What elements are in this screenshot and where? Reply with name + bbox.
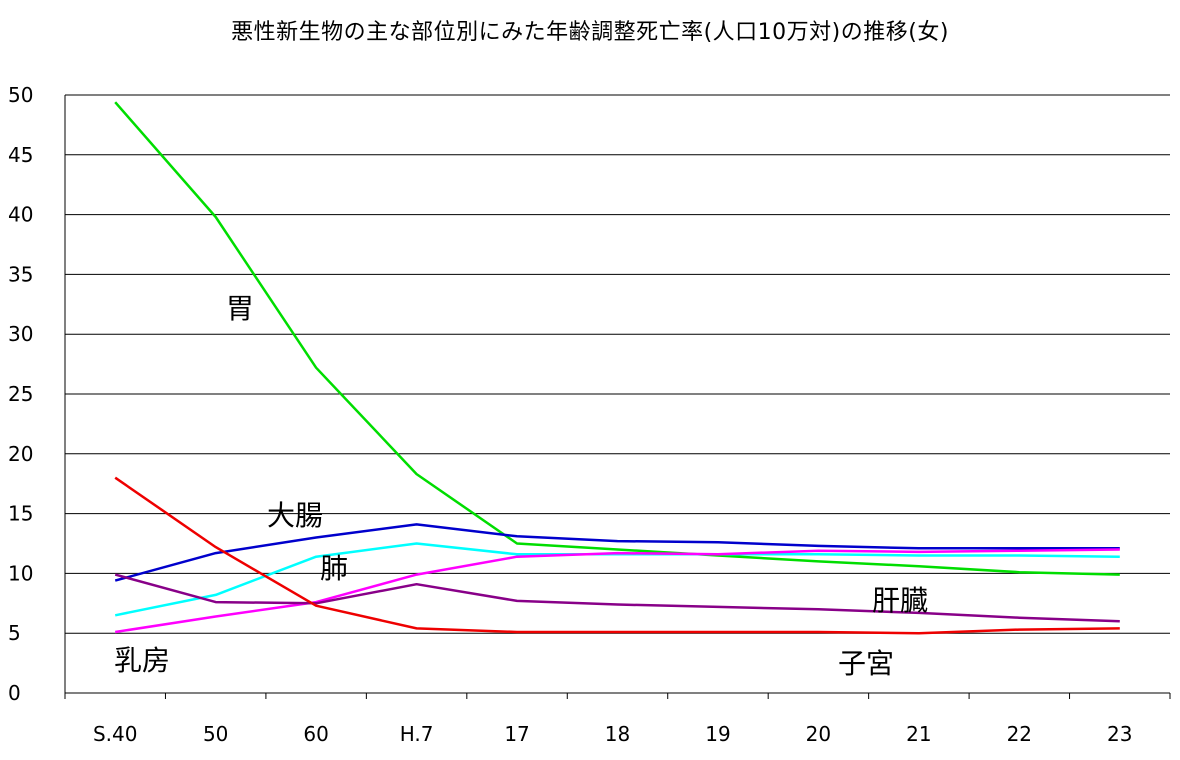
y-tick-label: 25: [8, 382, 33, 406]
x-tick-label: 18: [605, 722, 630, 746]
chart-title: 悪性新生物の主な部位別にみた年齢調整死亡率(人口10万対)の推移(女): [231, 20, 949, 45]
x-tick-label: 20: [806, 722, 831, 746]
x-tick-label: 17: [504, 722, 529, 746]
x-tick-label: 23: [1107, 722, 1132, 746]
x-tick-label: 60: [303, 722, 328, 746]
x-tick-label: 21: [906, 722, 931, 746]
y-tick-label: 30: [8, 322, 33, 346]
y-tick-label: 50: [8, 83, 33, 107]
series-line-4: [114, 573, 1120, 623]
x-tick-label: 22: [1007, 722, 1032, 746]
series-line-3: [115, 548, 1120, 634]
y-tick-label: 40: [8, 203, 33, 227]
series-lines: [114, 101, 1120, 635]
series-annotation: 胃: [226, 292, 254, 325]
series-annotation: 大腸: [267, 499, 323, 532]
series-annotation: 肺: [320, 552, 348, 585]
y-tick-label: 35: [8, 262, 33, 286]
axes: 0 5 10 15 20 25 30 35 40 45 50 S.40 50 60 H.7 17 18 19 20 2…: [8, 83, 1171, 746]
x-tick-label: 19: [705, 722, 730, 746]
y-tick-label: 20: [8, 442, 33, 466]
y-tick-label: 10: [8, 561, 33, 585]
gridlines: [65, 94, 1170, 634]
series-annotation: 子宮: [838, 647, 894, 680]
series-annotation: 乳房: [114, 644, 170, 677]
y-tick-label: 15: [8, 502, 33, 526]
y-tick-label: 0: [8, 681, 21, 705]
y-tick-label: 5: [8, 621, 21, 645]
series-line-5: [114, 476, 1120, 635]
series-line-0: [114, 101, 1120, 576]
x-tick-label: S.40: [93, 722, 138, 746]
x-tick-label: H.7: [400, 722, 434, 746]
series-annotation: 肝臓: [872, 584, 928, 617]
y-tick-label: 45: [8, 143, 33, 167]
series-line-1: [114, 523, 1120, 582]
x-tick-label: 50: [203, 722, 228, 746]
